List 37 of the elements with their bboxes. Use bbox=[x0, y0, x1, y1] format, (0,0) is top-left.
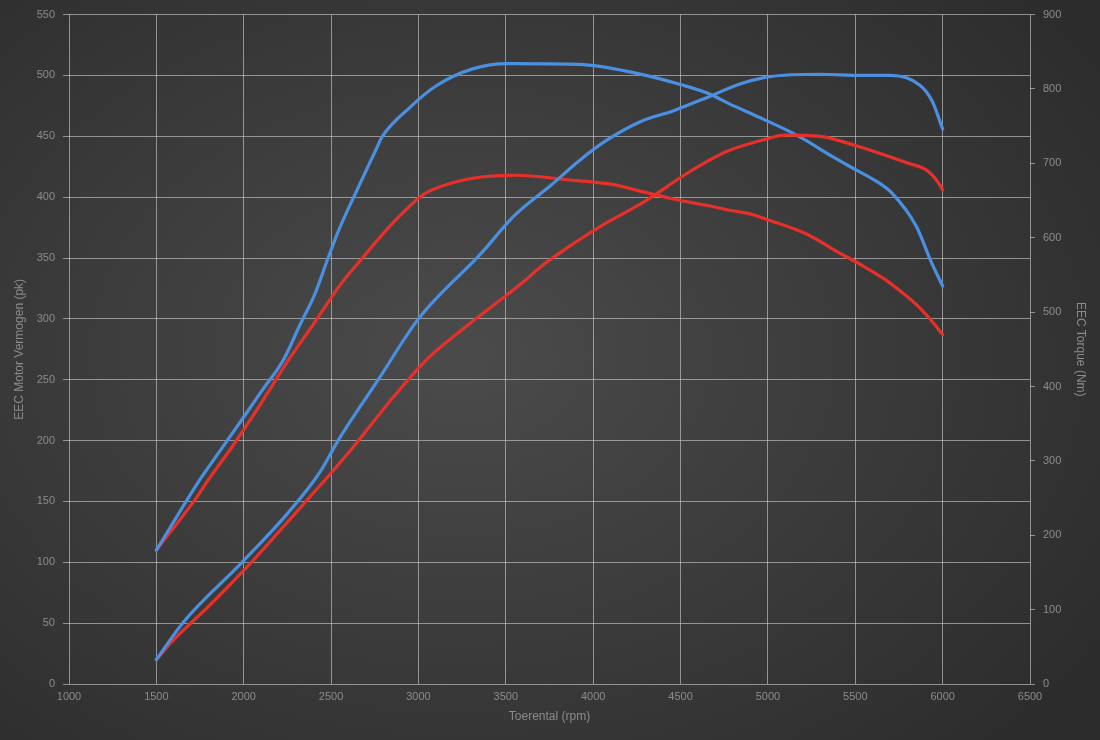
x-tick-label: 1500 bbox=[144, 689, 169, 702]
x-tick-label: 5000 bbox=[755, 689, 781, 702]
y-tick-label: 500 bbox=[36, 68, 55, 81]
y2-tick-label: 800 bbox=[1043, 82, 1062, 95]
y2-tick-label: 200 bbox=[1043, 528, 1062, 541]
x-tick-label: 2500 bbox=[318, 689, 344, 702]
y-tick-label: 0 bbox=[48, 677, 55, 690]
y2-tick-label: 500 bbox=[1043, 305, 1062, 318]
y-tick-label: 400 bbox=[36, 190, 55, 203]
y2-tick-label: 400 bbox=[1043, 379, 1062, 392]
y-tick-label: 450 bbox=[36, 129, 55, 142]
y2-tick-label: 0 bbox=[1043, 677, 1050, 690]
x-tick-label: 3000 bbox=[406, 689, 431, 702]
x-tick-label: 6000 bbox=[930, 689, 955, 702]
y-axis-title: EEC Motor Vermogen (pk) bbox=[11, 278, 26, 420]
x-axis-title: Toerental (rpm) bbox=[508, 709, 591, 724]
x-tick-label: 2000 bbox=[231, 689, 256, 702]
x-tick-label: 4500 bbox=[668, 689, 693, 702]
y-tick-label: 100 bbox=[36, 555, 55, 568]
y-tick-label: 350 bbox=[36, 251, 55, 264]
y2-tick-label: 600 bbox=[1043, 230, 1062, 243]
y2-tick-label: 100 bbox=[1043, 602, 1062, 615]
x-tick-label: 1000 bbox=[56, 689, 82, 702]
x-tick-label: 5500 bbox=[843, 689, 868, 702]
x-tick-label: 3500 bbox=[493, 689, 519, 702]
y-tick-label: 300 bbox=[36, 311, 55, 324]
y2-tick-label: 700 bbox=[1043, 156, 1062, 169]
y-tick-label: 50 bbox=[42, 616, 55, 629]
x-tick-label: 4000 bbox=[580, 689, 606, 702]
x-tick-label: 6500 bbox=[1017, 689, 1043, 702]
y2-axis-title: EEC Torque (Nm) bbox=[1074, 302, 1089, 397]
y2-tick-label: 300 bbox=[1043, 453, 1062, 466]
y2-tick-label: 900 bbox=[1043, 7, 1062, 20]
y-tick-label: 550 bbox=[36, 7, 55, 20]
y-tick-label: 200 bbox=[36, 433, 55, 446]
y-tick-label: 150 bbox=[36, 494, 55, 507]
y-tick-label: 250 bbox=[36, 372, 55, 385]
